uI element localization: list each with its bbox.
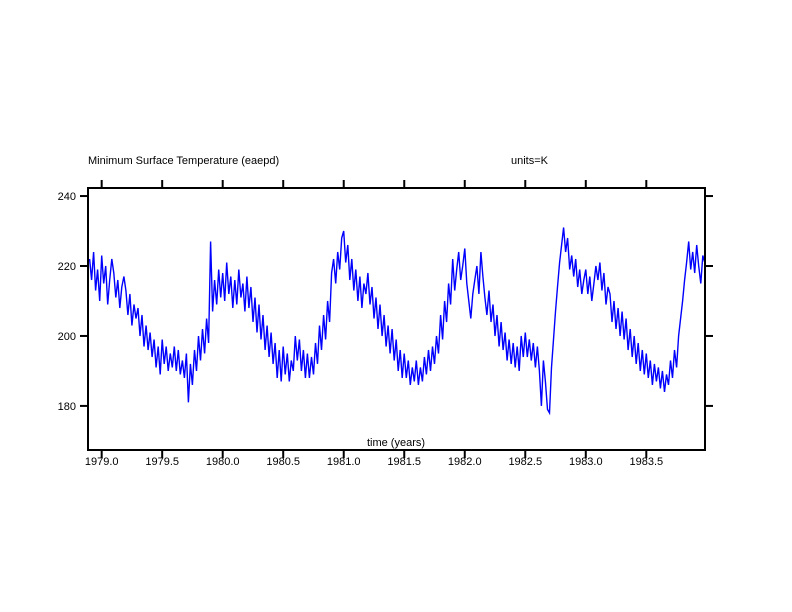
- x-axis-tick-label: 1983.0: [569, 456, 603, 468]
- y-axis-tick-label: 180: [58, 401, 76, 413]
- x-axis-tick-label: 1979.0: [85, 456, 119, 468]
- temperature-series: [88, 227, 706, 416]
- y-axis-tick-label: 240: [58, 191, 76, 203]
- x-axis-tick-label: 1980.0: [206, 456, 240, 468]
- units-label: units=K: [511, 155, 549, 167]
- x-axis-label: time (years): [367, 437, 425, 449]
- temperature-series-line: [88, 227, 706, 416]
- x-axis-tick-label: 1979.5: [145, 456, 179, 468]
- x-axis-tick-label: 1981.5: [387, 456, 421, 468]
- x-axis-tick-label: 1980.5: [266, 456, 300, 468]
- y-axis-tick-label: 220: [58, 261, 76, 273]
- x-axis-tick-label: 1981.0: [327, 456, 361, 468]
- y-axis-tick-label: 200: [58, 331, 76, 343]
- x-axis-tick-label: 1982.0: [448, 456, 482, 468]
- chart-title: Minimum Surface Temperature (eaepd): [88, 155, 279, 167]
- x-axis-tick-label: 1982.5: [508, 456, 542, 468]
- x-axis-tick-label: 1983.5: [629, 456, 663, 468]
- plot-frame: [87, 187, 706, 451]
- axis-ticks: 1979.0 1979.5 1980.0 1980.5 1981.0 1981.5 1982…: [58, 180, 713, 468]
